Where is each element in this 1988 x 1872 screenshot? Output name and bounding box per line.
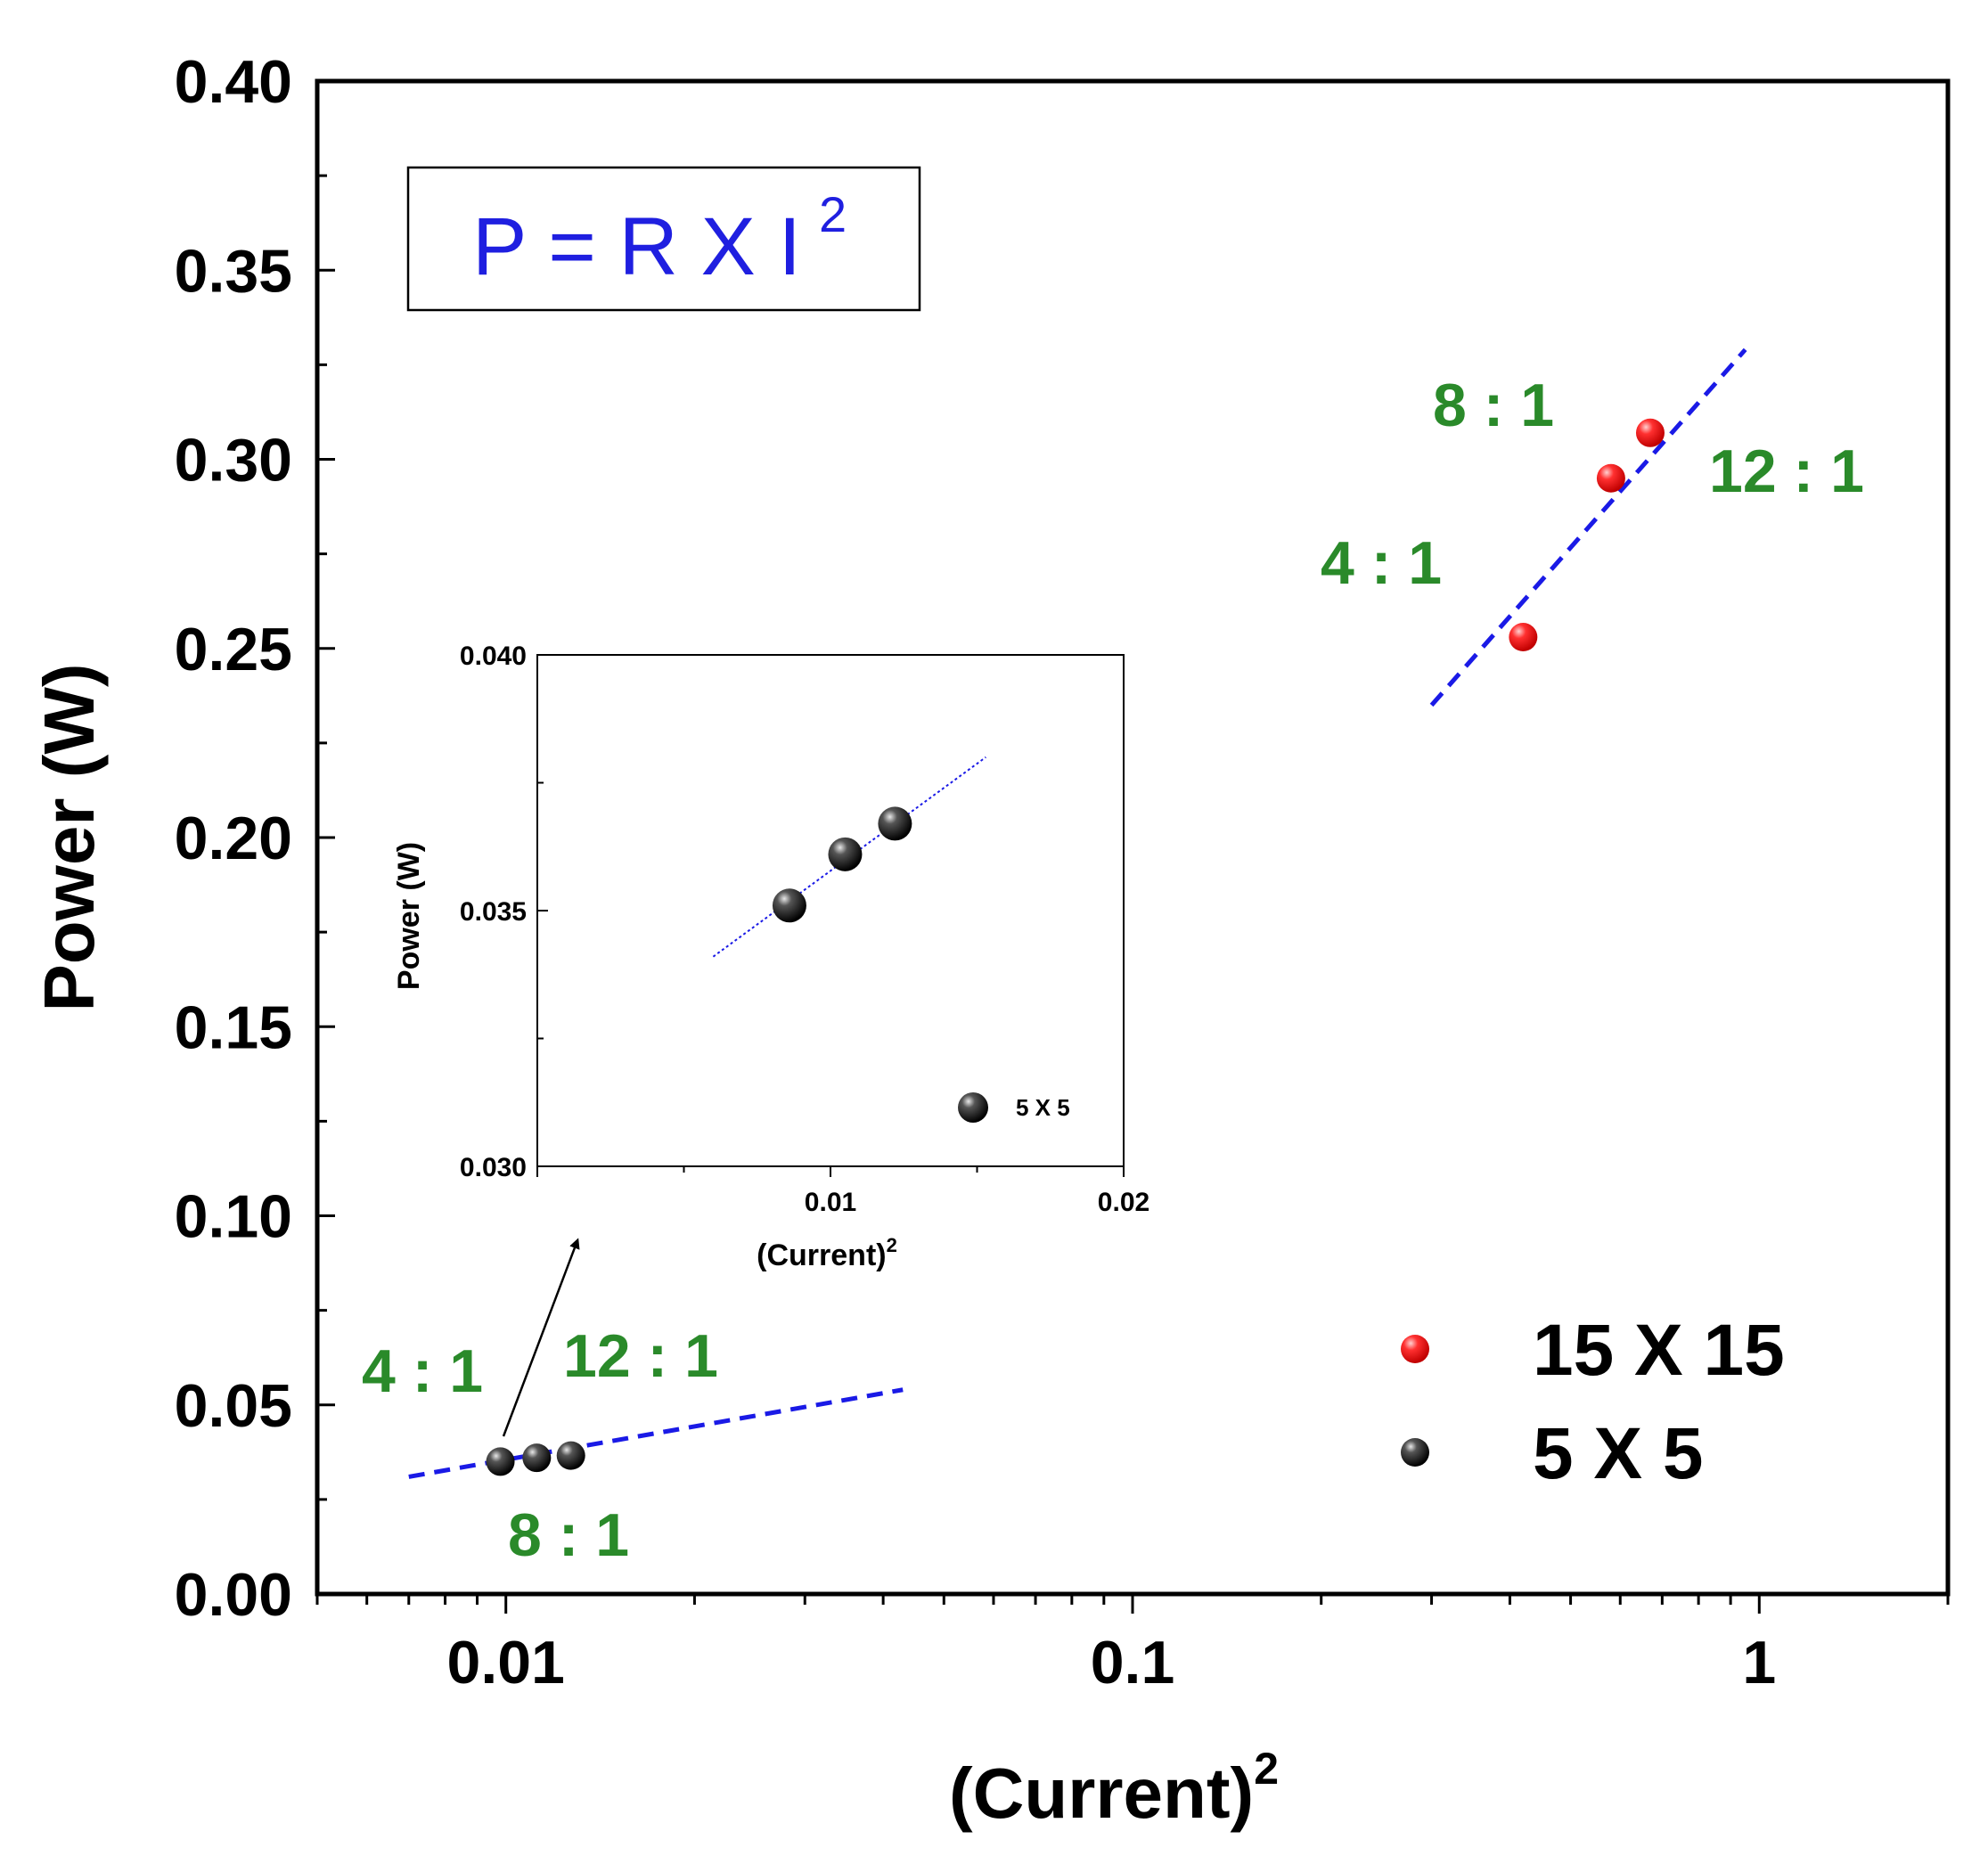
main-axis-ticks	[315, 79, 1950, 1614]
inset-x-axis-title-superscript: 2	[887, 1234, 897, 1256]
legend-label-15x15: 15 X 15	[1533, 1310, 1785, 1391]
inset-y-tick-labels: 0.030 0.035 0.040	[460, 642, 527, 1182]
inset-arrow	[502, 1238, 580, 1437]
x-axis-title-superscript: 2	[1254, 1744, 1279, 1794]
x-tick-label: 0.1	[1091, 1629, 1175, 1696]
inset-x-axis-title-text: (Current)	[757, 1238, 886, 1272]
inset-x-axis-title: (Current)2	[757, 1234, 897, 1272]
y-tick-label: 0.25	[175, 616, 292, 683]
x-tick-label: 0.01	[447, 1629, 565, 1696]
inset-legend-marker-5x5	[958, 1092, 988, 1123]
ratio-label-5x5-8to1: 8 : 1	[508, 1501, 629, 1569]
inset-y-tick-label: 0.040	[460, 642, 527, 671]
x-tick-label: 1	[1742, 1629, 1776, 1696]
fit-line-15x15	[1429, 347, 1747, 707]
point-15x15	[1596, 463, 1625, 493]
x-axis-title-text: (Current)	[949, 1753, 1254, 1833]
y-tick-label: 0.30	[175, 427, 292, 495]
inset-points	[772, 806, 912, 923]
ratio-label-15x15-4to1: 4 : 1	[1321, 529, 1442, 597]
ratio-label-15x15-8to1: 8 : 1	[1433, 372, 1554, 439]
ratio-label-5x5-12to1: 12 : 1	[563, 1322, 718, 1390]
inset-point-5x5	[772, 888, 806, 923]
formula-superscript: 2	[819, 186, 847, 242]
inset-y-tick-label: 0.035	[460, 897, 527, 927]
y-tick-label: 0.10	[175, 1183, 292, 1251]
inset-point-5x5	[828, 837, 863, 871]
inset-frame	[536, 654, 1125, 1167]
inset-axis-ticks	[536, 654, 1125, 1177]
y-tick-label: 0.35	[175, 237, 292, 305]
point-15x15	[1635, 418, 1665, 447]
point-5x5	[522, 1443, 552, 1473]
point-15x15	[1509, 623, 1538, 652]
y-tick-labels: 0.00 0.05 0.10 0.15 0.20 0.25 0.30 0.35 0.40	[175, 48, 292, 1629]
y-axis-title: Power (W)	[29, 663, 109, 1011]
x-axis-title: (Current)2	[949, 1744, 1279, 1833]
formula-box	[406, 166, 921, 312]
legend-marker-5x5	[1401, 1438, 1429, 1467]
x-tick-labels: 0.01 0.1 1	[447, 1629, 1777, 1696]
inset-x-tick-label: 0.01	[805, 1188, 856, 1217]
ratio-label-15x15-12to1: 12 : 1	[1709, 437, 1864, 505]
point-5x5	[556, 1441, 585, 1470]
inset-chart: 0.030 0.035 0.040 0.01 0.02 Power (W) (Curr…	[392, 642, 1149, 1272]
ratio-label-5x5-4to1: 4 : 1	[362, 1337, 483, 1405]
inset-legend-label-5x5: 5 X 5	[1016, 1094, 1070, 1121]
y-tick-label: 0.00	[175, 1561, 292, 1629]
point-5x5	[486, 1447, 515, 1476]
legend-label-5x5: 5 X 5	[1533, 1413, 1703, 1494]
y-tick-label: 0.05	[175, 1372, 292, 1440]
main-points	[486, 418, 1665, 1476]
inset-y-tick-label: 0.030	[460, 1153, 527, 1182]
legend: 15 X 15 5 X 5	[1401, 1310, 1785, 1494]
inset-y-axis-title: Power (W)	[392, 842, 426, 990]
y-tick-label: 0.20	[175, 805, 292, 872]
y-tick-label: 0.40	[175, 48, 292, 116]
inset-x-tick-label: 0.02	[1098, 1188, 1149, 1217]
inset-x-tick-labels: 0.01 0.02	[805, 1188, 1149, 1217]
formula-text: P = R X I 2	[472, 186, 847, 292]
legend-marker-15x15	[1401, 1335, 1429, 1363]
inset-point-5x5	[878, 806, 912, 841]
y-tick-label: 0.15	[175, 993, 292, 1061]
formula-main: P = R X I	[472, 201, 801, 292]
